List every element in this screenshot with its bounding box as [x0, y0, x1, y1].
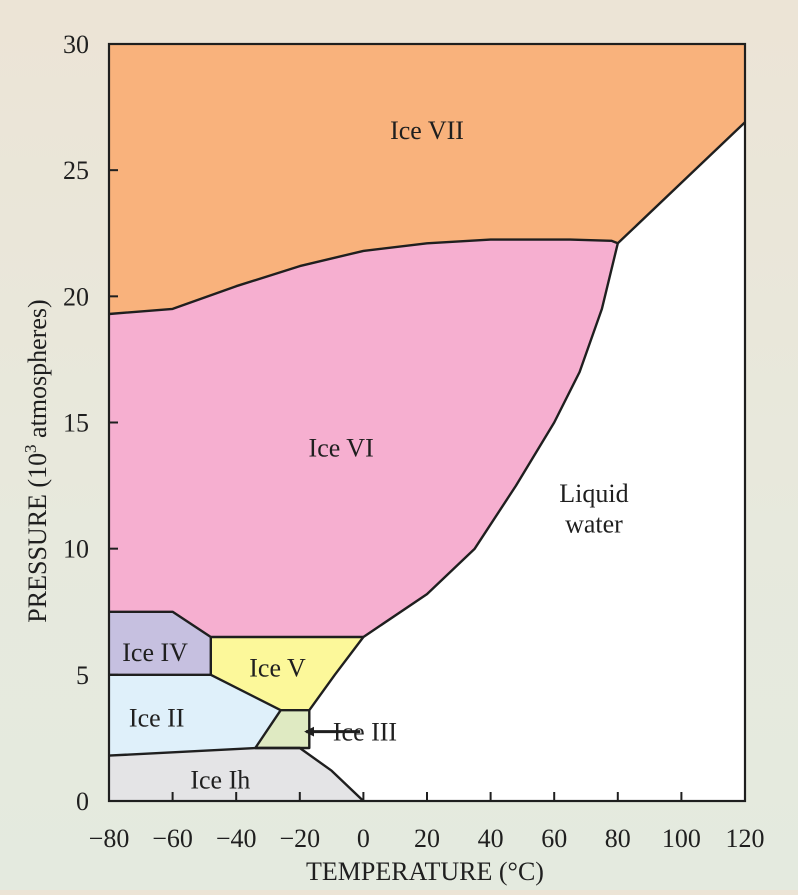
label-ice-vi: Ice VI — [309, 434, 374, 463]
x-tick-label: −60 — [152, 824, 193, 853]
label-ice-iv: Ice IV — [122, 638, 188, 667]
x-axis-ticks: −80 −60 −40 −20 0 20 40 60 80 100 120 — [89, 792, 765, 853]
x-tick-label: 60 — [541, 824, 567, 853]
x-tick-label: 120 — [726, 824, 765, 853]
x-tick-label: 20 — [414, 824, 440, 853]
label-ice-ih: Ice Ih — [190, 766, 250, 795]
phase-boundary-3 — [109, 610, 364, 639]
y-axis-title-exponent: 3 — [21, 444, 40, 453]
phase-boundary-2 — [308, 243, 619, 711]
y-tick-label: 20 — [63, 282, 89, 311]
y-tick-label: 10 — [63, 535, 89, 564]
x-tick-label: −40 — [216, 824, 257, 853]
region-ice-vii — [109, 44, 745, 314]
x-tick-label: −80 — [89, 824, 130, 853]
x-tick-label: 40 — [478, 824, 504, 853]
region-ice-ih — [109, 748, 364, 801]
phase-boundary-1 — [108, 121, 746, 316]
y-tick-label: 30 — [63, 30, 89, 59]
y-tick-label: 0 — [76, 787, 89, 816]
phase-regions — [109, 44, 745, 801]
x-tick-label: 0 — [357, 824, 370, 853]
label-ice-ii: Ice II — [129, 704, 185, 733]
phase-boundary-6 — [108, 746, 365, 802]
y-axis-title: PRESSURE (103 atmospheres) — [21, 299, 52, 622]
region-ice-ii — [109, 674, 281, 756]
x-tick-label: −20 — [279, 824, 320, 853]
x-tick-label: 100 — [662, 824, 701, 853]
y-tick-label: 5 — [76, 661, 89, 690]
label-liquid: Liquid — [559, 479, 628, 508]
region-ice-iv — [109, 611, 211, 675]
region-ice-v — [210, 637, 364, 711]
region-ice-iii — [255, 710, 310, 748]
phase-boundaries — [108, 121, 746, 802]
label-ice-v: Ice V — [249, 653, 306, 682]
y-axis-ticks: 0 5 10 15 20 25 30 — [63, 30, 118, 816]
label-ice-vii: Ice VII — [390, 116, 464, 145]
x-axis-title: TEMPERATURE (°C) — [306, 857, 544, 886]
y-tick-label: 15 — [63, 409, 89, 438]
y-tick-label: 25 — [63, 156, 89, 185]
region-ice-vi — [109, 239, 618, 637]
y-axis-title-main: PRESSURE (10 — [23, 453, 52, 623]
region-labels: Ice VII Ice VI Ice IV Ice V Ice II Ice Ih Liqu… — [122, 116, 628, 795]
y-axis-title-tail: atmospheres) — [23, 299, 52, 444]
label-water: water — [565, 509, 623, 538]
x-tick-label: 80 — [605, 824, 631, 853]
